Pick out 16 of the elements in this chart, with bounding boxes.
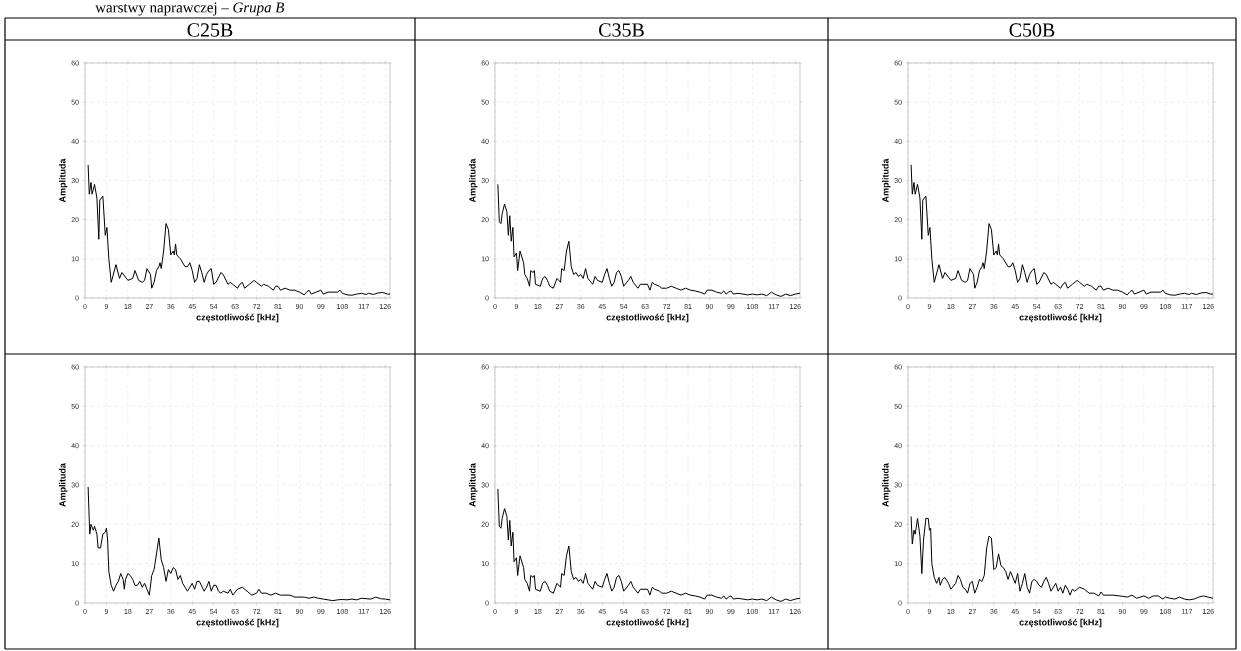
x-axis-title: częstotliwość [kHz] bbox=[1019, 313, 1102, 323]
y-axis-title: Amplituda bbox=[59, 158, 68, 203]
x-axis-title: częstotliwość [kHz] bbox=[606, 313, 689, 323]
y-axis-title: Amplituda bbox=[469, 463, 478, 507]
text: warstwy naprawczej – Grupa B bbox=[95, 2, 285, 16]
y-axis-title: Amplituda bbox=[59, 463, 68, 507]
chart-title: C35B bbox=[599, 23, 644, 37]
x-axis-title: częstotliwość [kHz] bbox=[196, 313, 279, 323]
x-axis-title: częstotliwość [kHz] bbox=[196, 618, 279, 628]
chart-title: C50B bbox=[1009, 23, 1055, 37]
x-axis-title: częstotliwość [kHz] bbox=[1019, 618, 1102, 628]
y-axis-title: Amplituda bbox=[882, 463, 891, 507]
chart-title: C25B bbox=[187, 23, 233, 37]
y-axis-title: Amplituda bbox=[469, 158, 478, 203]
x-axis-title: częstotliwość [kHz] bbox=[606, 618, 689, 628]
y-axis-title: Amplituda bbox=[882, 158, 891, 203]
